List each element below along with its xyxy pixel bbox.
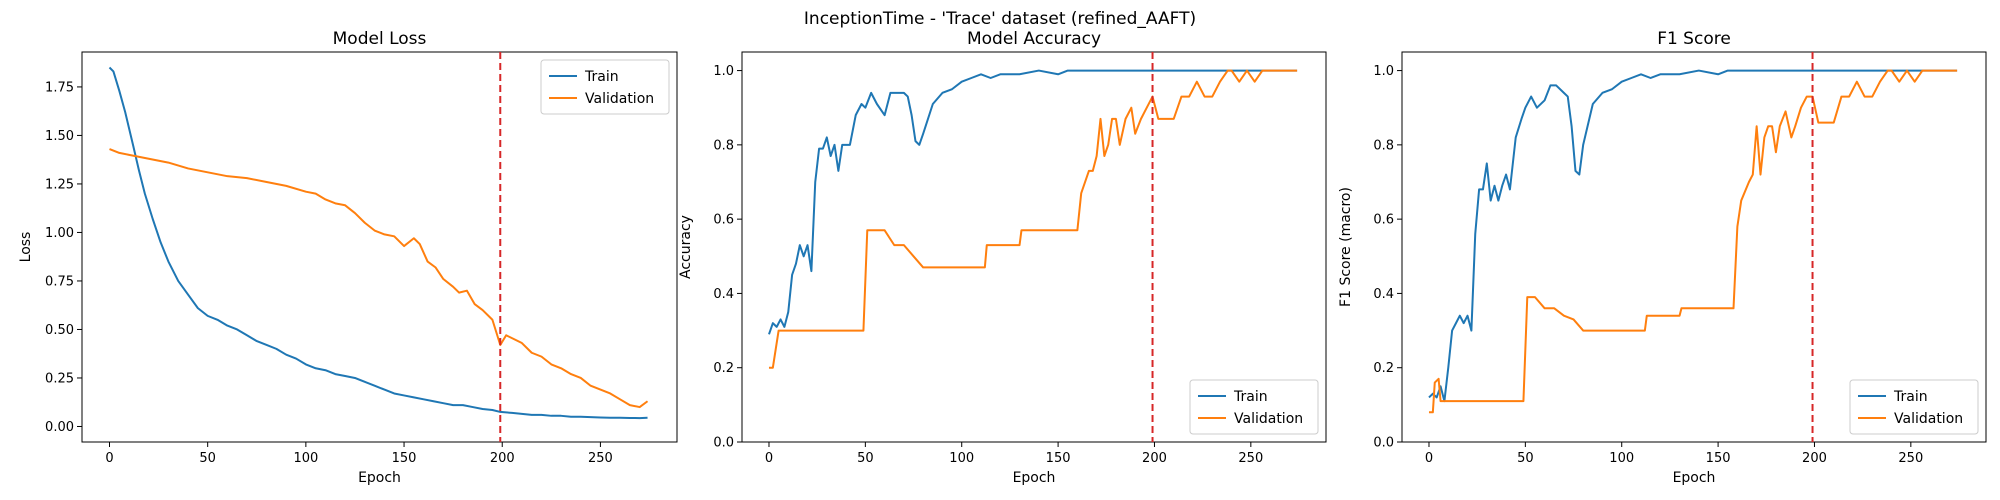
x-tick-label: 200 bbox=[1142, 451, 1167, 466]
validation-line bbox=[109, 148, 649, 409]
x-tick-label: 250 bbox=[588, 451, 613, 466]
train-line bbox=[1428, 69, 1958, 403]
accuracy-title: Model Accuracy bbox=[967, 29, 1101, 49]
x-tick-label: 150 bbox=[392, 451, 417, 466]
x-tick-label: 250 bbox=[1238, 451, 1263, 466]
y-tick-label: 0.8 bbox=[713, 138, 734, 153]
y-tick-label: 0.00 bbox=[45, 420, 74, 435]
accuracy-axes-frame bbox=[741, 51, 1327, 443]
x-tick-label: 50 bbox=[857, 451, 874, 466]
x-tick-label: 0 bbox=[765, 451, 773, 466]
f1-title: F1 Score bbox=[1657, 29, 1731, 49]
validation-line bbox=[768, 69, 1298, 369]
legend-label-validation: Validation bbox=[1234, 411, 1303, 427]
y-tick-label: 1.25 bbox=[45, 177, 74, 192]
y-tick-label: 0.0 bbox=[1373, 436, 1394, 451]
y-tick-label: 0.2 bbox=[1373, 361, 1394, 376]
x-tick-label: 0 bbox=[105, 451, 113, 466]
accuracy-y-axis-label: Accuracy bbox=[678, 215, 694, 279]
y-tick-label: 1.75 bbox=[45, 80, 74, 95]
loss-title: Model Loss bbox=[333, 29, 427, 49]
x-tick-label: 250 bbox=[1898, 451, 1923, 466]
f1-axes-frame bbox=[1401, 51, 1987, 443]
f1-x-axis-label: Epoch bbox=[1673, 470, 1716, 486]
legend-label-validation: Validation bbox=[1894, 411, 1963, 427]
y-tick-label: 0.75 bbox=[45, 274, 74, 289]
legend-label-train: Train bbox=[584, 69, 619, 85]
y-tick-label: 1.0 bbox=[713, 64, 734, 79]
figure-suptitle: InceptionTime - 'Trace' dataset (refined… bbox=[804, 9, 1196, 29]
loss-x-axis-label: Epoch bbox=[358, 470, 401, 486]
y-tick-label: 1.50 bbox=[45, 129, 74, 144]
loss-chart: Model Loss 0 50 100 150 200 250 0.00 0.25 0.50 0.7… bbox=[18, 29, 678, 486]
accuracy-x-axis-label: Epoch bbox=[1013, 470, 1056, 486]
x-tick-label: 100 bbox=[293, 451, 318, 466]
validation-line bbox=[1428, 69, 1958, 414]
legend-box bbox=[1849, 379, 1979, 435]
x-tick-label: 200 bbox=[490, 451, 515, 466]
x-tick-label: 50 bbox=[199, 451, 216, 466]
legend-box bbox=[540, 59, 670, 115]
x-tick-label: 150 bbox=[1046, 451, 1071, 466]
x-tick-label: 0 bbox=[1425, 451, 1433, 466]
accuracy-chart: Model Accuracy 0 50 100 150 200 250 0.0 0.2 0.4 0.… bbox=[678, 29, 1327, 486]
f1-chart: F1 Score 0 50 100 150 200 250 0.0 0.2 0.4 0.6 0.8 1.… bbox=[1338, 29, 1987, 486]
legend-label-train: Train bbox=[1893, 389, 1928, 405]
train-line bbox=[108, 66, 648, 420]
legend-label-validation: Validation bbox=[585, 91, 654, 107]
train-line bbox=[768, 69, 1298, 335]
legend-label-train: Train bbox=[1233, 389, 1268, 405]
legend-box bbox=[1189, 379, 1319, 435]
y-tick-label: 0.6 bbox=[713, 213, 734, 228]
x-tick-label: 100 bbox=[1609, 451, 1634, 466]
y-tick-label: 0.0 bbox=[713, 436, 734, 451]
x-tick-label: 200 bbox=[1802, 451, 1827, 466]
loss-axes-frame bbox=[81, 51, 678, 443]
loss-y-axis-label: Loss bbox=[18, 232, 34, 263]
y-tick-label: 0.50 bbox=[45, 323, 74, 338]
y-tick-label: 0.6 bbox=[1373, 213, 1394, 228]
x-tick-label: 50 bbox=[1517, 451, 1534, 466]
x-tick-label: 100 bbox=[949, 451, 974, 466]
y-tick-label: 0.4 bbox=[713, 287, 734, 302]
y-tick-label: 1.0 bbox=[1373, 64, 1394, 79]
y-tick-label: 1.00 bbox=[45, 226, 74, 241]
y-tick-label: 0.4 bbox=[1373, 287, 1394, 302]
x-tick-label: 150 bbox=[1706, 451, 1731, 466]
y-tick-label: 0.8 bbox=[1373, 138, 1394, 153]
f1-y-axis-label: F1 Score (macro) bbox=[1338, 187, 1354, 307]
y-tick-label: 0.2 bbox=[713, 361, 734, 376]
y-tick-label: 0.25 bbox=[45, 371, 74, 386]
